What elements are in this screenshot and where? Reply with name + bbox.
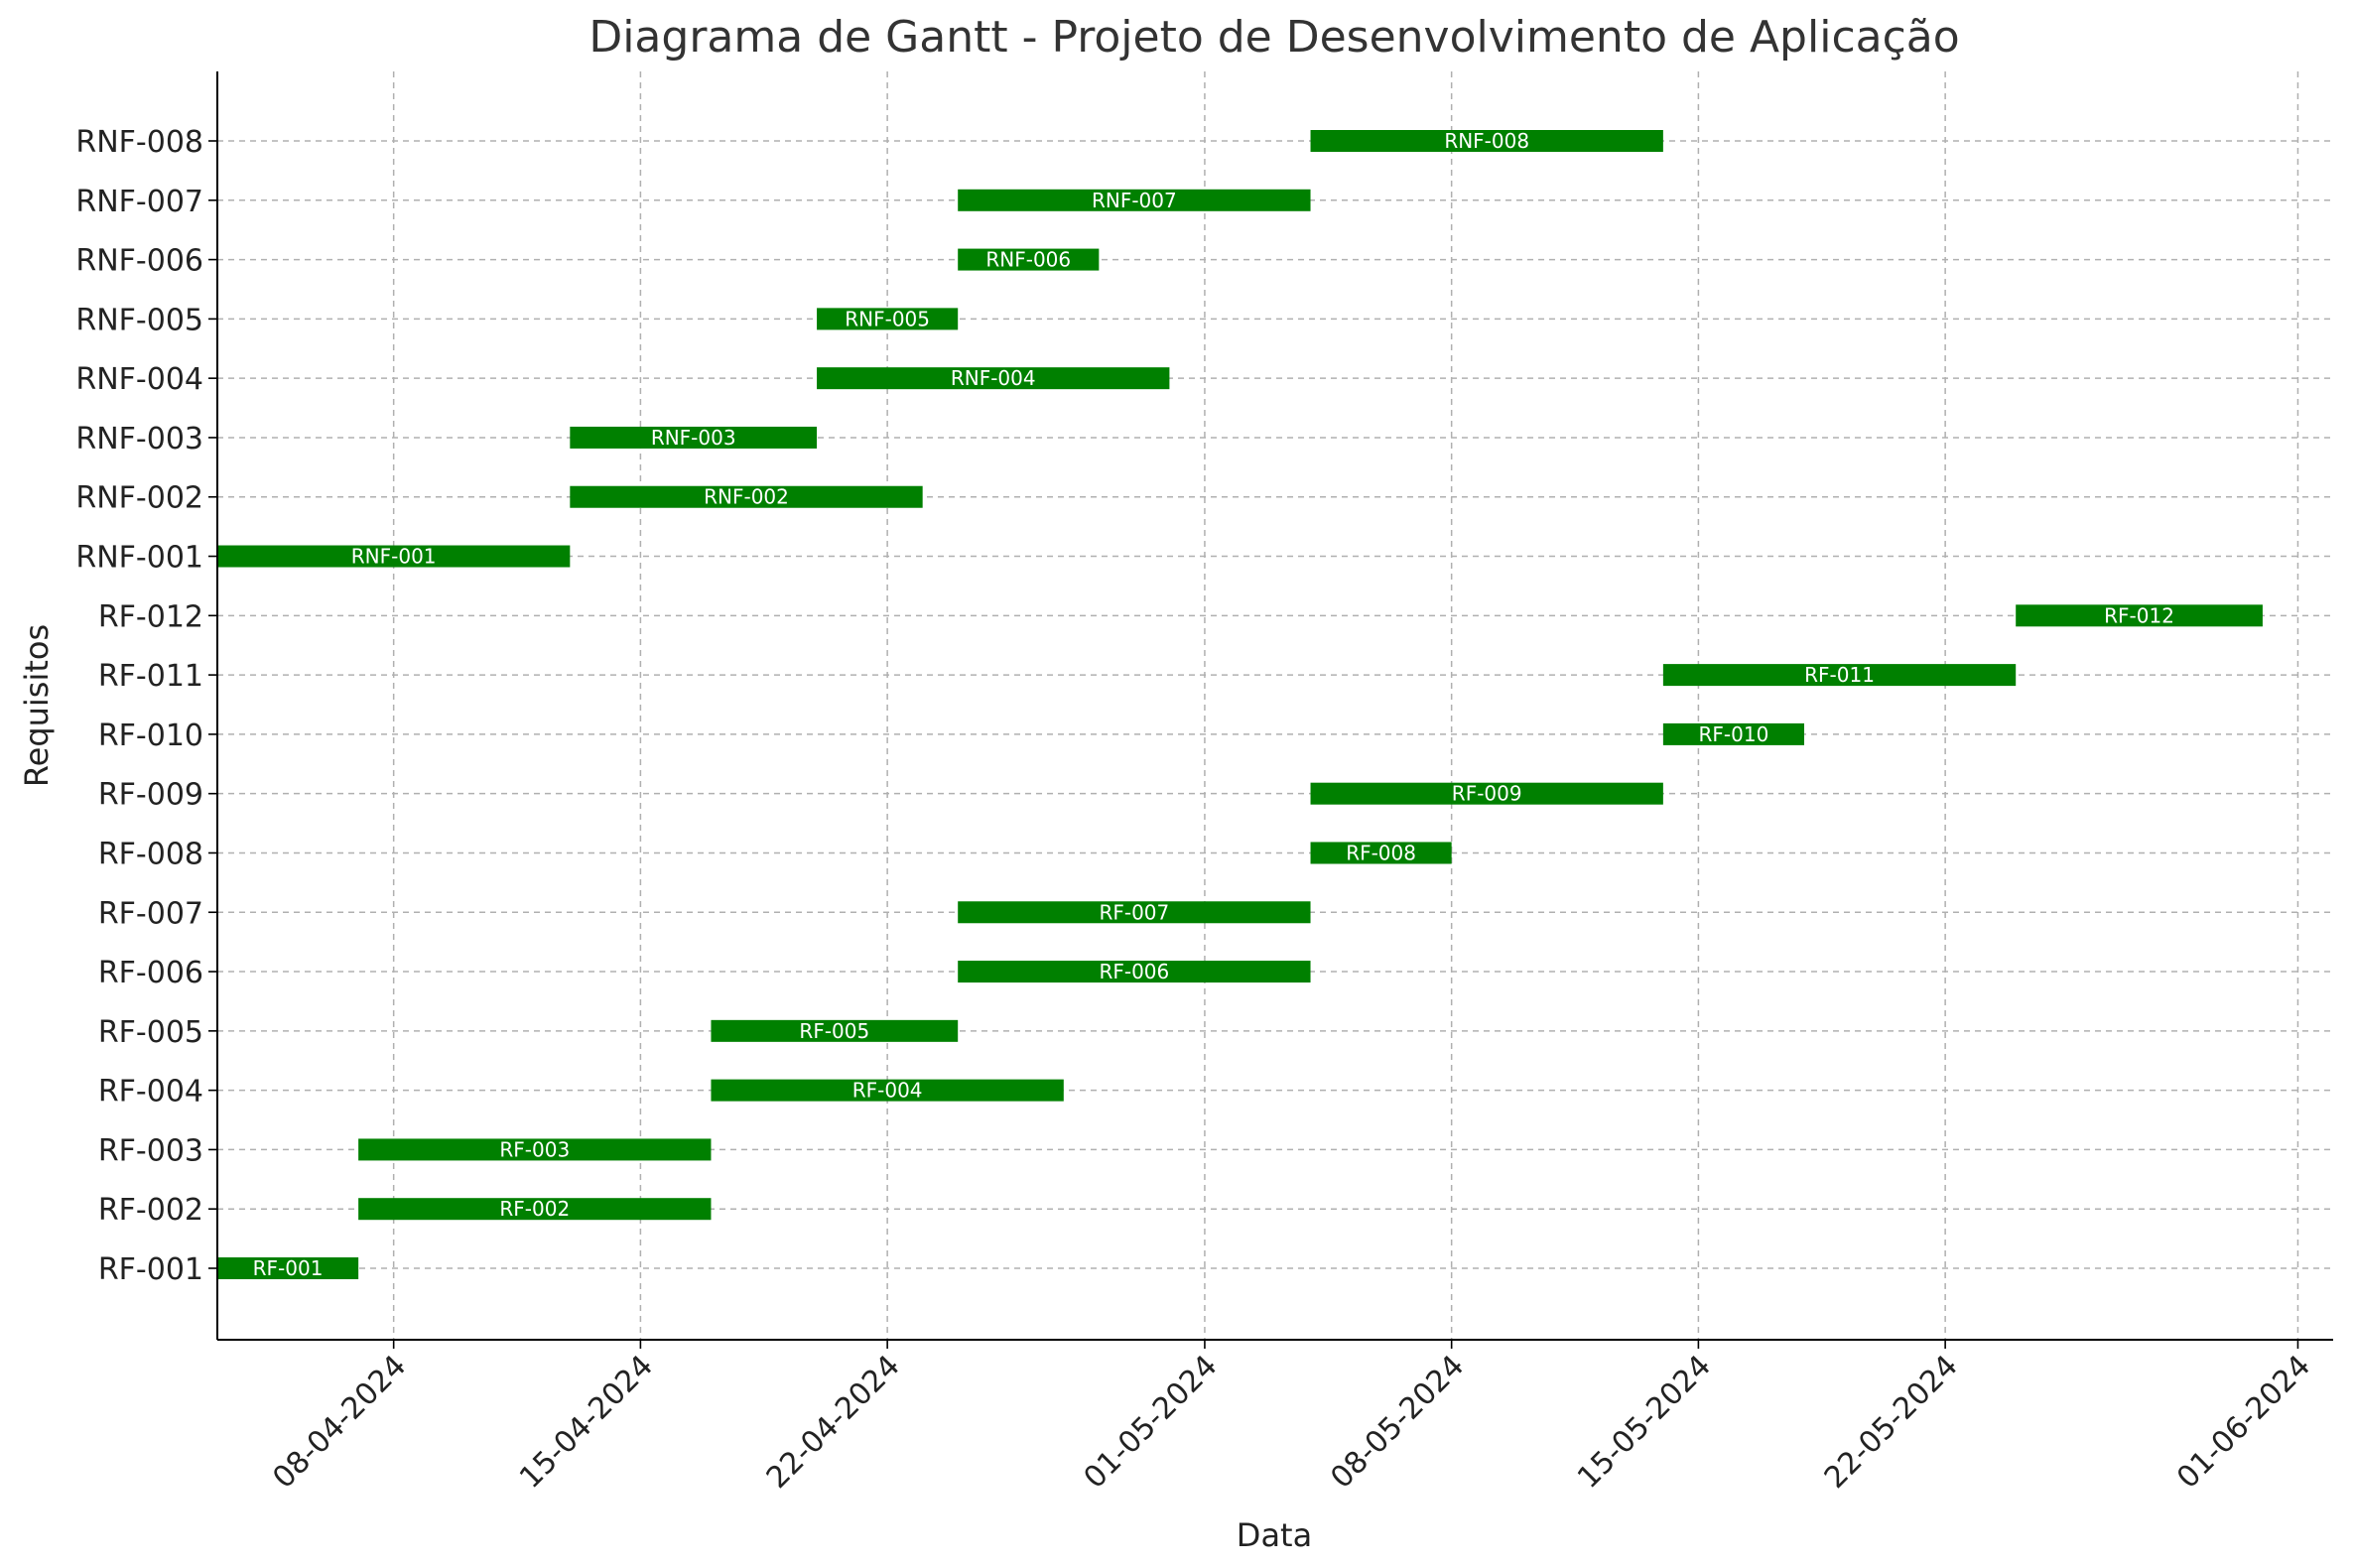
x-tick-label: 22-04-2024 bbox=[760, 1349, 907, 1496]
bar-label-rnf-005: RNF-005 bbox=[845, 307, 930, 330]
y-tick-label-rf-007: RF-007 bbox=[98, 896, 203, 931]
bar-label-rf-012: RF-012 bbox=[2104, 603, 2174, 627]
y-tick-label-rf-009: RF-009 bbox=[98, 778, 203, 813]
y-tick-label-rnf-005: RNF-005 bbox=[75, 303, 203, 337]
x-tick-label: 08-04-2024 bbox=[266, 1349, 413, 1496]
bar-label-rnf-003: RNF-003 bbox=[651, 426, 736, 450]
bar-rnf-002 bbox=[570, 485, 923, 508]
y-tick-label-rnf-001: RNF-001 bbox=[75, 541, 203, 576]
bar-rf-009 bbox=[1310, 782, 1663, 805]
bar-label-rf-009: RF-009 bbox=[1452, 782, 1522, 806]
bar-rnf-008 bbox=[1310, 130, 1663, 152]
bar-rnf-004 bbox=[817, 367, 1170, 390]
bars: RF-001 RF-002 RF-003 RF-004 RF-005 RF-006 RF-0… bbox=[217, 129, 2263, 1280]
bar-label-rf-006: RF-006 bbox=[1099, 960, 1169, 983]
y-tick-label-rf-010: RF-010 bbox=[98, 719, 203, 753]
bar-rnf-005 bbox=[817, 308, 959, 330]
y-tick-label-rnf-003: RNF-003 bbox=[75, 422, 203, 457]
bar-label-rf-001: RF-001 bbox=[253, 1256, 324, 1280]
y-tick-label-rnf-004: RNF-004 bbox=[75, 362, 203, 397]
bar-label-rf-003: RF-003 bbox=[499, 1137, 570, 1161]
bar-label-rnf-004: RNF-004 bbox=[951, 366, 1036, 390]
bar-rf-007 bbox=[958, 901, 1311, 924]
bar-rf-001 bbox=[217, 1257, 359, 1279]
x-tick-label: 01-06-2024 bbox=[2170, 1349, 2317, 1496]
bar-label-rnf-007: RNF-007 bbox=[1092, 189, 1177, 212]
x-tick-label: 15-05-2024 bbox=[1571, 1349, 1718, 1496]
grid-lines bbox=[217, 71, 2333, 1340]
bar-label-rnf-006: RNF-006 bbox=[985, 248, 1071, 272]
y-tick-label-rf-006: RF-006 bbox=[98, 956, 203, 990]
y-tick-label-rnf-006: RNF-006 bbox=[75, 244, 203, 279]
y-tick-label-rnf-007: RNF-007 bbox=[75, 185, 203, 219]
y-tick-label-rf-003: RF-003 bbox=[98, 1133, 203, 1168]
bar-label-rf-004: RF-004 bbox=[852, 1079, 923, 1103]
bar-label-rf-011: RF-011 bbox=[1804, 663, 1875, 687]
y-tick-labels: RF-001 RF-002 RF-003 RF-004 RF-005 RF-006 RF-0… bbox=[75, 125, 217, 1287]
bar-rf-005 bbox=[711, 1019, 959, 1042]
bar-rf-012 bbox=[2016, 604, 2263, 627]
x-tick-labels: 08-04-2024 15-04-2024 22-04-2024 01-05-2024… bbox=[266, 1340, 2317, 1496]
y-tick-label-rnf-008: RNF-008 bbox=[75, 125, 203, 160]
bar-rf-011 bbox=[1662, 664, 2017, 687]
axes bbox=[216, 71, 2333, 1341]
y-tick-label-rf-008: RF-008 bbox=[98, 837, 203, 871]
bar-rf-008 bbox=[1310, 842, 1452, 864]
bar-rnf-006 bbox=[958, 248, 1100, 271]
bar-rf-006 bbox=[958, 961, 1311, 983]
bar-rf-004 bbox=[711, 1079, 1064, 1102]
bar-rf-002 bbox=[358, 1198, 712, 1221]
bar-label-rf-005: RF-005 bbox=[799, 1019, 869, 1043]
bar-rf-010 bbox=[1662, 722, 1804, 745]
bar-rnf-007 bbox=[958, 189, 1311, 211]
y-tick-label-rf-001: RF-001 bbox=[98, 1252, 203, 1287]
bar-label-rf-008: RF-008 bbox=[1346, 841, 1416, 864]
bar-rnf-003 bbox=[570, 426, 818, 449]
x-tick-label: 08-05-2024 bbox=[1324, 1349, 1471, 1496]
bar-label-rnf-002: RNF-002 bbox=[704, 485, 789, 509]
y-tick-label-rf-012: RF-012 bbox=[98, 599, 203, 634]
bar-label-rnf-001: RNF-001 bbox=[351, 545, 437, 569]
y-tick-label-rf-002: RF-002 bbox=[98, 1193, 203, 1228]
y-tick-label-rnf-002: RNF-002 bbox=[75, 481, 203, 516]
chart-title: Diagrama de Gantt - Projeto de Desenvolv… bbox=[588, 12, 1959, 63]
bar-label-rf-007: RF-007 bbox=[1099, 900, 1169, 924]
x-tick-label: 15-04-2024 bbox=[513, 1349, 660, 1496]
bar-rf-003 bbox=[358, 1138, 712, 1161]
x-tick-label: 01-05-2024 bbox=[1078, 1349, 1225, 1496]
bar-label-rf-010: RF-010 bbox=[1699, 722, 1769, 746]
y-tick-label-rf-004: RF-004 bbox=[98, 1075, 203, 1110]
x-tick-label: 22-05-2024 bbox=[1818, 1349, 1965, 1496]
y-axis-label: Requisitos bbox=[18, 624, 56, 787]
bar-rnf-001 bbox=[217, 545, 571, 568]
x-axis-label: Data bbox=[1237, 1516, 1312, 1554]
y-tick-label-rf-005: RF-005 bbox=[98, 1015, 203, 1050]
y-tick-label-rf-011: RF-011 bbox=[98, 659, 203, 694]
bar-label-rnf-008: RNF-008 bbox=[1444, 129, 1529, 153]
bar-label-rf-002: RF-002 bbox=[499, 1197, 570, 1221]
